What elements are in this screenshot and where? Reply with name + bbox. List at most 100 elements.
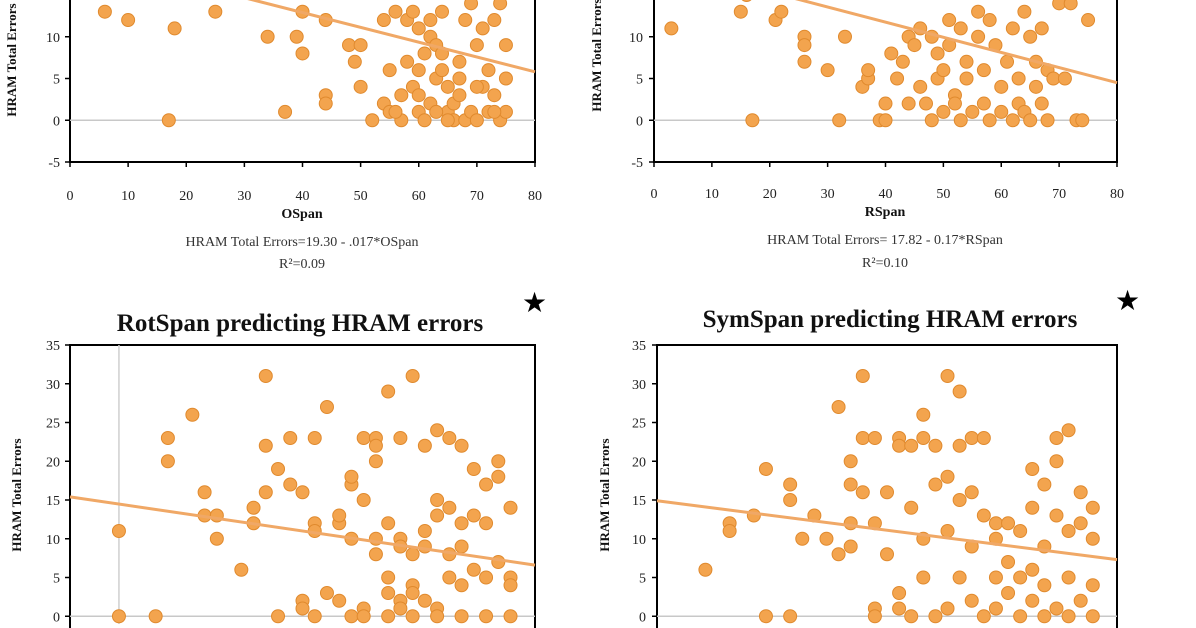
data-point (1061, 524, 1076, 538)
data-point (342, 38, 356, 53)
data-point (1005, 21, 1020, 36)
data-point (746, 508, 761, 523)
data-point (1000, 54, 1015, 69)
data-point (843, 454, 858, 469)
data-point (319, 400, 334, 414)
data-point (430, 493, 445, 507)
data-point (479, 570, 494, 585)
data-point (160, 454, 175, 469)
data-point (953, 113, 968, 128)
data-point (1049, 431, 1064, 445)
data-point (1052, 0, 1067, 11)
data-point (452, 88, 467, 103)
y-axis-label: HRAM Total Errors (9, 438, 24, 551)
data-point (976, 609, 991, 624)
data-point (1073, 593, 1088, 608)
significance-star-icon: ★ (522, 286, 547, 319)
data-point (994, 79, 1009, 94)
data-point (1025, 500, 1040, 515)
data-point (1037, 477, 1052, 492)
y-axis-label: HRAM Total Errors (597, 438, 612, 551)
data-point (916, 431, 931, 445)
x-tick-label: 70 (1052, 187, 1066, 202)
data-point (1063, 0, 1078, 11)
data-point (307, 431, 322, 445)
data-point (976, 96, 991, 111)
data-point (936, 104, 951, 119)
data-point (1061, 609, 1076, 624)
x-tick-label: 80 (1110, 187, 1124, 202)
data-point (1001, 586, 1016, 600)
data-point (405, 547, 420, 562)
regression-equation: HRAM Total Errors=19.30 - .017*OSpan (186, 235, 419, 250)
y-tick-label: 0 (53, 610, 60, 625)
data-point (234, 562, 249, 577)
x-tick-label: 60 (412, 189, 426, 204)
data-point (904, 609, 919, 624)
data-point (442, 500, 457, 515)
y-tick-label: 5 (639, 572, 646, 587)
data-point (901, 96, 916, 111)
data-point (916, 407, 931, 422)
data-point (1037, 578, 1052, 593)
data-point (393, 601, 408, 616)
data-point (466, 462, 481, 476)
data-point (783, 493, 798, 507)
data-point (258, 369, 273, 383)
data-point (831, 547, 846, 562)
data-point (388, 4, 403, 19)
data-point (405, 369, 420, 383)
data-point (405, 586, 420, 600)
data-point (498, 38, 513, 53)
data-point (111, 609, 126, 624)
data-point (795, 531, 810, 546)
data-point (454, 609, 469, 624)
x-tick-label: 30 (821, 187, 835, 202)
data-point (469, 38, 484, 53)
y-tick-label: 10 (46, 533, 60, 548)
chart-title: RotSpan predicting HRAM errors (117, 310, 484, 337)
data-point (344, 469, 359, 484)
data-point (820, 63, 835, 78)
data-point (1040, 113, 1055, 128)
data-point (861, 63, 876, 78)
x-tick-label: 80 (528, 189, 542, 204)
data-point (464, 0, 479, 11)
data-point (1085, 500, 1100, 515)
data-point (148, 609, 163, 624)
data-point (271, 609, 286, 624)
data-point (819, 531, 834, 546)
x-axis-label: RSpan (865, 205, 906, 220)
y-tick-label: 25 (46, 417, 60, 432)
data-point (758, 609, 773, 624)
data-point (365, 113, 380, 128)
y-tick-label: 15 (632, 494, 646, 509)
data-point (121, 13, 136, 28)
data-point (454, 578, 469, 593)
data-point (491, 454, 506, 469)
data-point (469, 79, 484, 94)
data-point (1057, 71, 1072, 86)
data-point (435, 63, 449, 78)
data-point (417, 113, 432, 128)
data-point (952, 438, 967, 453)
data-point (1005, 113, 1020, 128)
data-point (964, 431, 979, 445)
data-point (1001, 555, 1016, 569)
data-point (976, 508, 991, 523)
data-point (758, 462, 773, 476)
data-point (907, 38, 922, 53)
y-tick-label: 25 (632, 417, 646, 432)
data-point (368, 438, 383, 453)
data-point (1013, 570, 1028, 585)
data-point (964, 593, 979, 608)
data-point (295, 46, 310, 61)
data-point (797, 38, 812, 53)
data-point (430, 609, 445, 624)
data-point (904, 438, 919, 453)
data-point (1085, 609, 1100, 624)
data-point (982, 113, 997, 128)
data-point (405, 4, 420, 19)
data-point (435, 4, 449, 19)
data-point (440, 113, 455, 128)
